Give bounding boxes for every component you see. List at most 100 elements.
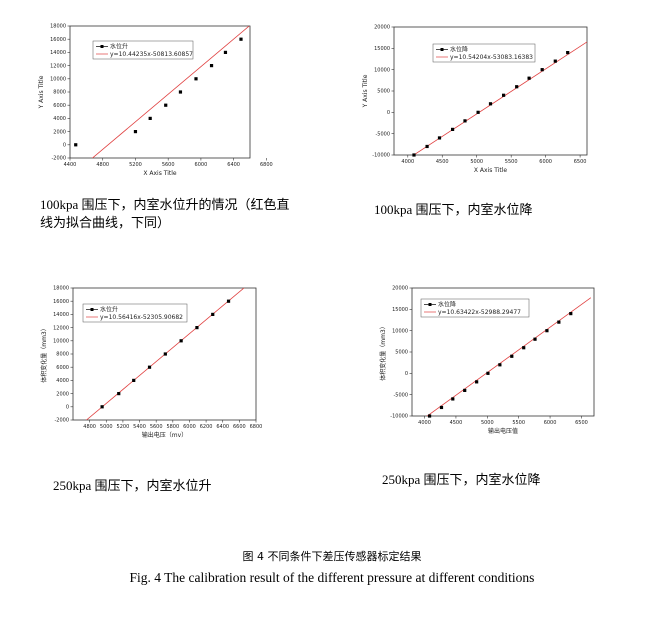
data-point [132, 378, 136, 382]
data-point [488, 102, 493, 106]
y-tick-label: 4000 [53, 116, 66, 122]
data-point [533, 337, 537, 341]
data-point [223, 50, 228, 54]
data-point [209, 64, 214, 68]
y-tick-label: 8000 [56, 352, 69, 358]
x-tick-label: 6500 [575, 420, 588, 426]
data-point [522, 346, 526, 350]
data-point [163, 352, 167, 356]
data-point [475, 380, 479, 384]
y-tick-label: -5000 [375, 131, 390, 137]
x-tick-label: 6000 [544, 420, 557, 426]
chart-4-caption: 250kpa 围压下，内室水位降 [382, 472, 541, 487]
y-tick-label: 6000 [53, 103, 66, 109]
y-tick-label: 10000 [50, 77, 66, 83]
data-point [476, 110, 480, 114]
y-axis-label: 体积变化量（mm3） [40, 325, 48, 383]
x-tick-label: 4000 [418, 420, 431, 426]
y-tick-label: 10000 [392, 328, 408, 334]
fit-line [413, 41, 587, 155]
data-point [486, 371, 490, 375]
data-point [194, 77, 198, 81]
data-point [133, 130, 138, 134]
legend-box [432, 43, 536, 63]
y-tick-label: 2000 [53, 129, 66, 135]
data-point [412, 153, 416, 157]
y-tick-label: 15000 [374, 46, 390, 52]
x-tick-label: 5200 [117, 424, 130, 430]
chart-panel-3: 4800 5000 5200 5400 5600 5800 6000 6200 6400 6600… [0, 278, 330, 448]
data-point [527, 76, 531, 80]
legend-label-points: 水位升 [110, 43, 128, 51]
chart-1-svg: 4400 4800 5200 5600 6000 6400 6800 -2000 0 2000 40… [38, 24, 273, 177]
data-point [147, 365, 152, 369]
y-tick-label: 18000 [50, 24, 66, 30]
data-point [74, 143, 78, 147]
x-tick-label: 6800 [250, 424, 263, 430]
data-point [463, 388, 467, 392]
x-tick-label: 6000 [195, 162, 208, 168]
data-point [450, 127, 455, 131]
figure-caption-cn: 图 4 不同条件下差压传感器标定结果 [242, 550, 422, 563]
x-tick-label: 4800 [96, 162, 109, 168]
y-tick-label: -10000 [390, 414, 408, 420]
y-tick-label: 0 [405, 371, 408, 377]
y-axis-label: 体积变化量（mm3） [379, 323, 387, 381]
x-tick-label: 6500 [574, 159, 587, 165]
x-tick-label: 4800 [83, 424, 96, 430]
chart-4-svg: 4000 4500 5000 5500 6000 6500 -10000 -5000 0 5000… [379, 286, 595, 435]
legend-label-points: 水位升 [100, 306, 118, 314]
y-tick-label: 2000 [56, 391, 69, 397]
y-tick-label: 14000 [50, 50, 66, 56]
x-tick-label: 6600 [233, 424, 246, 430]
legend-box [420, 298, 530, 318]
x-tick-label: 4400 [64, 162, 77, 168]
y-tick-label: 15000 [392, 307, 408, 313]
data-point [451, 397, 455, 401]
chart-panel-4: 4000 4500 5000 5500 6000 6500 -10000 -5000 0 5000… [334, 278, 664, 448]
x-tick-label: 6200 [200, 424, 213, 430]
chart-panel-1: 4400 4800 5200 5600 6000 6400 6800 -2000 0 2000 40… [0, 0, 330, 185]
legend-label-points: 水位降 [450, 46, 468, 54]
y-tick-label: 6000 [56, 365, 69, 371]
figure-caption-en: Fig. 4 The calibration result of the dif… [129, 570, 535, 585]
x-tick-label: 6400 [227, 162, 240, 168]
x-tick-label: 5400 [133, 424, 146, 430]
x-tick-label: 5600 [162, 162, 175, 168]
chart-2-caption: 100kpa 围压下，内室水位降 [374, 202, 533, 217]
x-tick-label: 5500 [512, 420, 525, 426]
data-point [437, 136, 442, 140]
x-tick-label: 6400 [216, 424, 229, 430]
y-tick-label: 20000 [392, 286, 408, 292]
x-tick-label: 6800 [260, 162, 273, 168]
y-tick-label: 18000 [53, 286, 69, 292]
y-tick-label: 0 [66, 405, 69, 411]
chart-panel-2: 4000 4500 5000 5500 6000 6500 -10000 -5000 0 5000… [334, 0, 664, 185]
y-tick-label: -10000 [372, 153, 390, 159]
chart-3-caption: 250kpa 围压下，内室水位升 [53, 478, 212, 493]
data-point [540, 68, 544, 72]
data-point [239, 37, 243, 41]
x-axis-label: X Axis Title [143, 170, 177, 177]
data-point [463, 119, 467, 123]
y-tick-label: 8000 [53, 90, 66, 96]
y-tick-label: 16000 [53, 299, 69, 305]
fit-line [91, 26, 250, 158]
y-tick-label: 5000 [377, 89, 390, 95]
legend-marker [440, 48, 444, 51]
x-axis-label: X Axis Title [474, 167, 508, 174]
y-tick-label: -2000 [51, 156, 66, 162]
x-tick-label: 4500 [450, 420, 463, 426]
x-tick-label: 4500 [436, 159, 449, 165]
legend-label-fit: y=10.54204x-53083.16383 [450, 54, 533, 61]
y-tick-label: -5000 [393, 392, 408, 398]
y-tick-label: -2000 [54, 418, 69, 424]
data-point [148, 116, 152, 120]
legend-marker [90, 308, 94, 311]
chart-3-svg: 4800 5000 5200 5400 5600 5800 6000 6200 6400 6600… [40, 286, 263, 439]
data-point [211, 312, 215, 316]
x-tick-label: 5600 [150, 424, 163, 430]
y-tick-label: 10000 [374, 67, 390, 73]
legend-box [92, 40, 194, 60]
y-tick-label: 10000 [53, 339, 69, 345]
